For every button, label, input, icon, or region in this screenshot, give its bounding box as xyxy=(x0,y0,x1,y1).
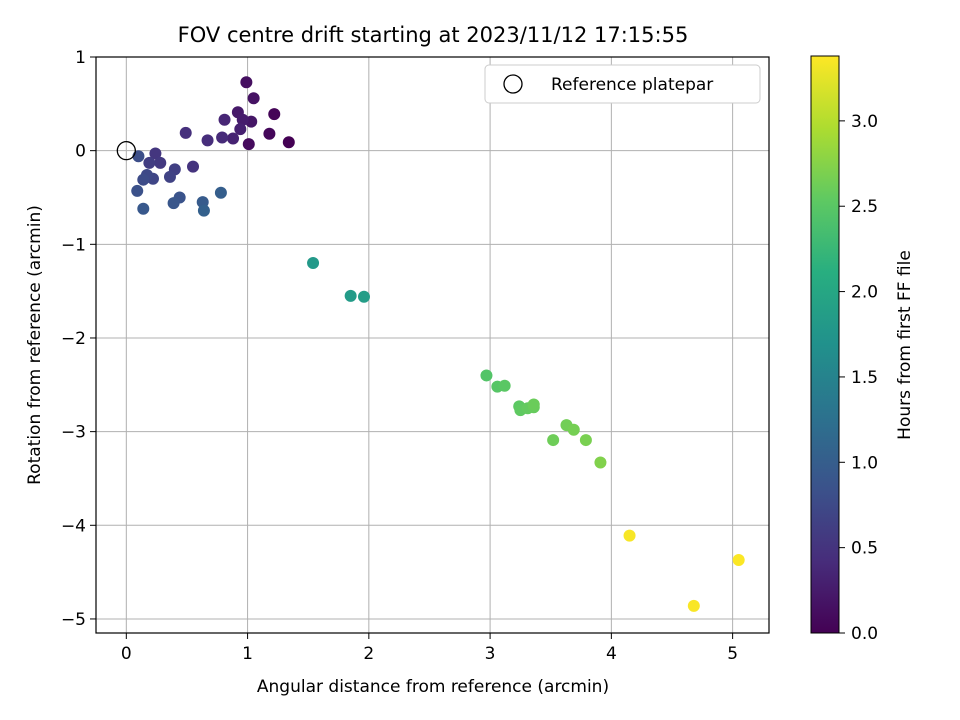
data-point-11 xyxy=(218,113,231,126)
data-point-14 xyxy=(179,126,192,139)
y-axis-label: Rotation from reference (arcmin) xyxy=(25,205,45,485)
data-point-4 xyxy=(240,76,253,89)
colorbar-tick-label: 2.5 xyxy=(851,197,878,217)
colorbar-tick-label: 2.0 xyxy=(851,283,878,303)
data-point-45 xyxy=(567,423,580,436)
y-tick-label: −2 xyxy=(61,329,86,349)
y-tick-label: −4 xyxy=(61,516,86,536)
legend: Reference platepar xyxy=(484,64,761,104)
x-tick-label: 3 xyxy=(485,644,496,664)
data-point-10 xyxy=(227,132,240,145)
data-point-46 xyxy=(579,434,592,447)
data-point-20 xyxy=(163,170,176,183)
x-tick-label: 5 xyxy=(727,644,738,664)
data-point-23 xyxy=(137,173,150,186)
x-tick-label: 1 xyxy=(242,644,253,664)
legend-reference-marker xyxy=(503,74,523,94)
colorbar-gradient xyxy=(810,55,840,634)
data-point-13 xyxy=(201,134,214,147)
colorbar-tick-label: 3.0 xyxy=(851,112,878,132)
chart-title: FOV centre drift starting at 2023/11/12 … xyxy=(178,23,689,47)
data-point-9 xyxy=(234,123,247,136)
data-point-25 xyxy=(131,184,144,197)
data-point-0 xyxy=(282,136,295,149)
data-point-24 xyxy=(132,150,145,163)
data-point-2 xyxy=(263,127,276,140)
y-tick-label: −3 xyxy=(61,423,86,443)
data-point-17 xyxy=(154,156,167,169)
data-point-31 xyxy=(197,204,210,217)
y-tick-label: 0 xyxy=(75,142,86,162)
plot-frame xyxy=(95,56,770,634)
x-tick-label: 2 xyxy=(363,644,374,664)
data-point-27 xyxy=(167,197,180,210)
colorbar-tick-label: 1.0 xyxy=(851,453,878,473)
colorbar-tick-label: 1.5 xyxy=(851,368,878,388)
data-point-33 xyxy=(344,289,357,302)
reference-platepar-marker xyxy=(116,141,136,161)
legend-entry-reference-platepar: Reference platepar xyxy=(551,75,713,95)
colorbar-label: Hours from first FF file xyxy=(895,250,915,440)
data-point-34 xyxy=(357,290,370,303)
data-point-8 xyxy=(236,113,249,126)
x-tick-label: 4 xyxy=(606,644,617,664)
y-axis-ticks: 1 0 −1 −2 −3 −4 −5 xyxy=(61,48,96,630)
y-tick-label: −1 xyxy=(61,235,86,255)
data-point-32 xyxy=(307,257,320,270)
data-point-47 xyxy=(594,456,607,469)
data-point-49 xyxy=(687,599,700,612)
data-point-12 xyxy=(216,131,229,144)
data-point-48 xyxy=(623,529,636,542)
data-point-5 xyxy=(247,92,260,105)
colorbar-tick-label: 0.0 xyxy=(851,624,878,644)
data-point-42 xyxy=(527,398,540,411)
data-point-28 xyxy=(137,202,150,215)
y-tick-label: 1 xyxy=(75,48,86,68)
x-axis-ticks: 0 1 2 3 4 5 xyxy=(121,633,738,664)
data-point-43 xyxy=(547,434,560,447)
data-point-15 xyxy=(187,160,200,173)
scatter-points xyxy=(131,76,745,612)
colorbar: 0.0 0.5 1.0 1.5 2.0 2.5 3.0 Hours from first F… xyxy=(810,55,915,644)
colorbar-ticks: 0.0 0.5 1.0 1.5 2.0 2.5 3.0 xyxy=(839,112,878,644)
grid xyxy=(96,56,769,633)
colorbar-tick-label: 0.5 xyxy=(851,539,878,559)
data-point-37 xyxy=(498,379,511,392)
data-point-16 xyxy=(149,147,162,160)
y-tick-label: −5 xyxy=(61,610,86,630)
x-tick-label: 0 xyxy=(121,644,132,664)
data-point-50 xyxy=(732,553,745,566)
legend-box xyxy=(484,64,761,104)
data-point-30 xyxy=(214,186,227,199)
reference-marker-group xyxy=(116,141,136,161)
x-axis-label: Angular distance from reference (arcmin) xyxy=(257,677,609,697)
data-point-18 xyxy=(143,156,156,169)
data-point-35 xyxy=(480,369,493,382)
data-point-3 xyxy=(242,138,255,151)
data-point-1 xyxy=(268,108,281,121)
